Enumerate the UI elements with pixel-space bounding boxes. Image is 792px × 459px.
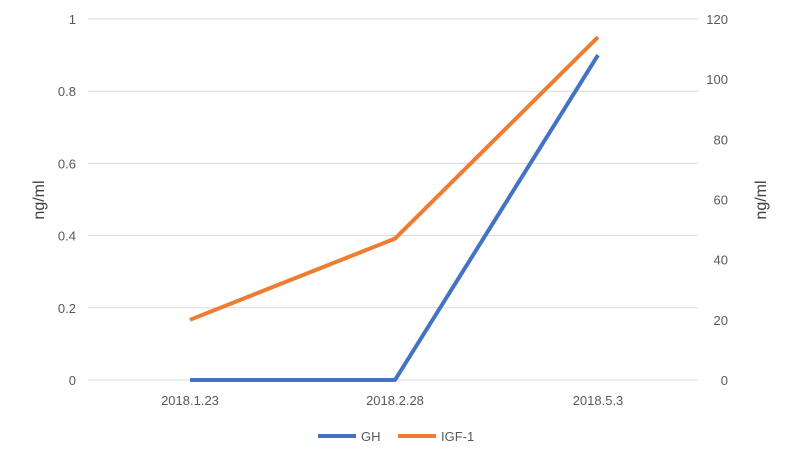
legend: GH IGF-1 (318, 429, 474, 444)
right-tick-label: 0 (721, 373, 728, 388)
series-lines (189, 35, 600, 382)
series-line-gh (190, 54, 600, 382)
x-tick-label: 2018.5.3 (573, 393, 624, 408)
gridlines (88, 18, 698, 381)
left-tick-label: 0.8 (58, 84, 76, 99)
left-tick-label: 0.2 (58, 301, 76, 316)
left-tick-label: 1 (69, 12, 76, 27)
right-axis-label: ng/ml (753, 180, 770, 219)
right-tick-label: 100 (706, 72, 728, 87)
x-axis-ticks: 2018.1.23 2018.2.28 2018.5.3 (161, 393, 623, 408)
legend-label: GH (361, 429, 381, 444)
x-tick-label: 2018.1.23 (161, 393, 219, 408)
left-tick-label: 0.6 (58, 156, 76, 171)
left-tick-label: 0 (69, 373, 76, 388)
legend-label: IGF-1 (441, 429, 474, 444)
right-tick-label: 80 (714, 132, 728, 147)
right-tick-label: 120 (706, 12, 728, 27)
left-axis-ticks: 0 0.2 0.4 0.6 0.8 1 (58, 12, 76, 388)
x-tick-label: 2018.2.28 (366, 393, 424, 408)
series-line-igf-1 (189, 35, 600, 322)
left-tick-label: 0.4 (58, 229, 76, 244)
right-axis-ticks: 0 20 40 60 80 100 120 (706, 12, 728, 388)
right-tick-label: 40 (714, 253, 728, 268)
right-tick-label: 20 (714, 313, 728, 328)
right-tick-label: 60 (714, 193, 728, 208)
left-axis-label: ng/ml (31, 180, 48, 219)
